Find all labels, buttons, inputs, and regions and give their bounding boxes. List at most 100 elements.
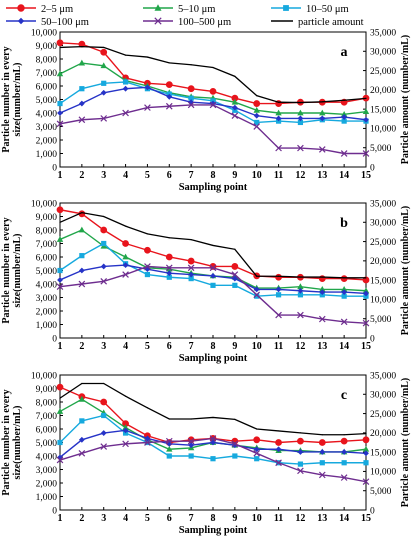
x-axis-label: Sampling point [179,182,248,193]
data-point [318,471,326,479]
y2-tick-label: 20,000 [370,257,396,267]
data-point [100,277,108,285]
data-point [341,289,348,295]
y2-tick-label: 30,000 [370,48,396,58]
y2-tick-label: 0 [370,506,375,516]
data-point [187,257,195,265]
x-tick-label: 4 [123,341,128,352]
data-point [57,100,63,107]
data-point [253,291,261,299]
x-tick-label: 14 [339,341,349,352]
data-point [100,443,108,450]
data-point [210,282,216,288]
data-point [166,93,173,100]
data-point [210,456,216,462]
data-point [299,101,302,104]
data-point [122,240,129,247]
data-point [362,445,370,452]
data-point [144,435,151,442]
chart-panel: 0 1,000 2,000 3,000 4,000 5,000 6,000 7,000 8,00… [1,371,411,536]
data-point [100,430,107,436]
data-point [275,115,282,122]
x-tick-label: 3 [101,341,106,352]
data-point [297,119,304,126]
x-tick-label: 13 [317,513,327,524]
legend-item: 50–100 μm [6,17,89,28]
data-point [100,263,107,270]
data-point [188,276,194,282]
data-point [56,39,64,47]
data-point [122,427,129,434]
panels: 0 1,000 2,000 3,000 4,000 5,000 6,000 7,000 8,00… [1,28,411,536]
data-point [166,270,173,277]
data-point [187,85,195,93]
x-tick-label: 2 [79,170,84,181]
data-point [365,433,367,435]
y2-tick-label: 10,000 [370,468,396,478]
data-point [341,449,348,455]
x-tick-label: 11 [274,341,283,352]
data-point [253,436,261,444]
data-point [78,436,85,443]
data-point [253,112,260,119]
data-point [59,221,61,223]
y2-tick-label: 10,000 [370,296,396,306]
data-point [144,263,151,270]
data-point [146,233,149,235]
data-point [124,395,127,397]
data-point [341,114,348,120]
data-point [275,144,282,152]
data-point [232,453,238,459]
chart-panel: 0 1,000 2,000 3,000 4,000 5,000 6,000 7,000 8,00… [1,199,411,364]
legend-label: 100–500 μm [178,17,231,28]
y-tick-label: 1,000 [36,321,58,331]
y2-tick-label: 0 [370,334,375,344]
data-point [318,146,326,153]
data-point [122,79,129,85]
data-point [319,109,326,116]
series-line [59,229,367,292]
y2-tick-label: 10,000 [370,125,396,135]
data-point [165,264,173,272]
y-tick-label: 3,000 [36,466,58,476]
x-tick-label: 5 [145,341,150,352]
data-point [103,46,105,49]
legend-label: 50–100 μm [41,17,89,28]
data-point [101,80,107,86]
legend-marker [17,4,25,12]
x-tick-label: 15 [361,341,371,352]
data-point [275,311,282,319]
x-axis-label: Sampling point [179,353,248,364]
y2-tick-label: 0 [370,163,375,173]
data-point [101,240,107,247]
data-point [100,48,108,56]
legend-label: 2–5 μm [41,4,73,15]
y-tick-label: 10,000 [31,199,57,209]
data-point [81,212,83,214]
data-point [362,319,370,327]
y2-tick-label: 35,000 [370,28,396,38]
data-point [362,478,370,485]
x-tick-label: 10 [252,341,262,352]
x-tick-label: 7 [189,341,194,352]
data-point [340,286,348,292]
data-point [190,239,192,241]
data-point [253,100,261,107]
series [56,206,370,284]
x-tick-label: 4 [123,170,128,181]
data-point [56,408,64,414]
y-tick-label: 10,000 [31,371,57,381]
data-point [100,226,108,234]
data-point [144,84,151,91]
x-tick-label: 15 [361,513,371,524]
data-point [144,246,151,254]
y2-tick-label: 5,000 [370,144,392,154]
data-point [190,64,192,66]
legend-marker [154,17,162,25]
legend-item: 10–50 μm [271,4,349,15]
data-point [81,382,83,385]
y2-tick-label: 15,000 [370,276,396,286]
x-tick-label: 11 [274,513,283,524]
data-point [56,120,64,128]
data-point [341,460,347,466]
